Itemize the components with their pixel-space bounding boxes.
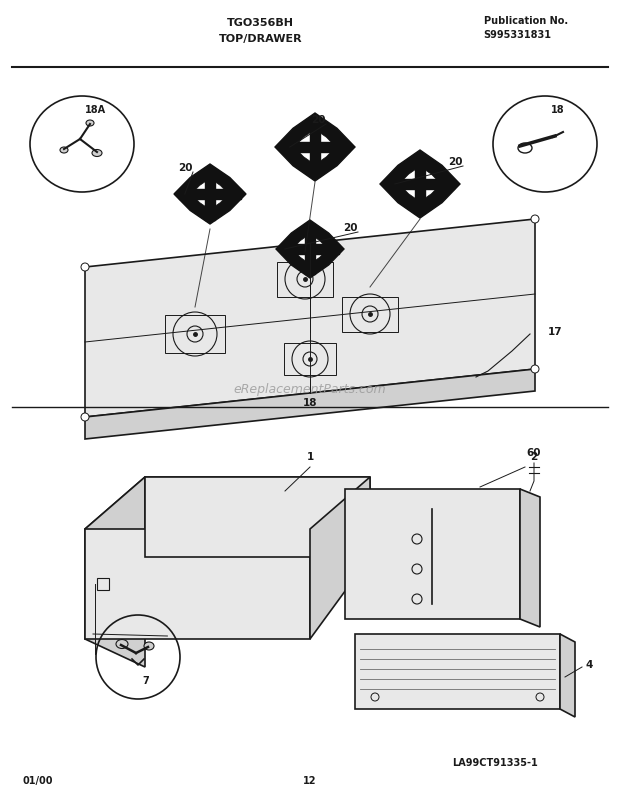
Polygon shape	[399, 167, 441, 202]
Circle shape	[531, 216, 539, 224]
Polygon shape	[174, 165, 246, 225]
Text: 1: 1	[306, 451, 314, 462]
Text: 20: 20	[178, 163, 192, 173]
Polygon shape	[520, 489, 540, 627]
Text: 12: 12	[303, 775, 317, 785]
Polygon shape	[85, 369, 535, 439]
Text: 20: 20	[311, 115, 326, 124]
Polygon shape	[85, 529, 310, 639]
Ellipse shape	[92, 150, 102, 157]
Polygon shape	[179, 190, 241, 200]
Polygon shape	[310, 119, 320, 177]
Text: LA99CT91335-1: LA99CT91335-1	[453, 757, 538, 767]
Text: S995331831: S995331831	[484, 30, 552, 40]
Text: eReplacementParts.com: eReplacementParts.com	[234, 383, 386, 396]
Circle shape	[81, 414, 89, 422]
Text: TOP/DRAWER: TOP/DRAWER	[219, 34, 302, 44]
Polygon shape	[415, 156, 425, 214]
Text: 7: 7	[143, 675, 149, 685]
Polygon shape	[85, 220, 535, 418]
Text: 17: 17	[548, 327, 562, 336]
Text: Publication No.: Publication No.	[484, 16, 568, 26]
Polygon shape	[85, 478, 370, 529]
Polygon shape	[281, 245, 339, 255]
Text: 01/00: 01/00	[22, 775, 53, 785]
Bar	[97, 578, 109, 590]
Circle shape	[81, 263, 89, 271]
Polygon shape	[310, 478, 370, 639]
Text: 4: 4	[586, 659, 593, 669]
Text: 18: 18	[303, 397, 317, 407]
Polygon shape	[192, 179, 229, 210]
Text: 60: 60	[527, 447, 541, 458]
Text: 18: 18	[551, 105, 565, 116]
Polygon shape	[294, 130, 336, 165]
Ellipse shape	[144, 642, 154, 650]
Text: TGO356BH: TGO356BH	[227, 18, 294, 28]
Text: 2: 2	[530, 451, 538, 462]
Polygon shape	[276, 221, 344, 279]
Polygon shape	[292, 234, 328, 265]
Text: 20: 20	[343, 222, 357, 233]
Polygon shape	[345, 489, 520, 619]
Polygon shape	[85, 478, 145, 667]
Text: 18A: 18A	[84, 105, 105, 116]
Polygon shape	[386, 180, 454, 190]
Polygon shape	[145, 478, 370, 557]
Polygon shape	[560, 634, 575, 717]
Polygon shape	[275, 114, 355, 181]
Polygon shape	[205, 169, 215, 220]
Text: 20: 20	[448, 157, 463, 167]
Polygon shape	[281, 143, 349, 153]
Ellipse shape	[60, 148, 68, 154]
Ellipse shape	[116, 640, 128, 649]
Ellipse shape	[86, 120, 94, 127]
Polygon shape	[355, 634, 560, 709]
Polygon shape	[380, 151, 460, 218]
Circle shape	[531, 365, 539, 373]
Polygon shape	[305, 225, 315, 275]
